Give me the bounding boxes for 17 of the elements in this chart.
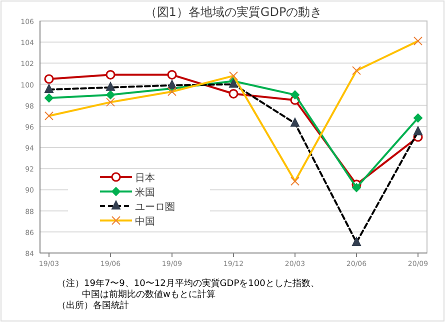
point bbox=[44, 74, 54, 84]
text: 中国は前期比の数値wもとに計算 bbox=[82, 289, 216, 300]
point bbox=[352, 183, 361, 192]
text: （出所）各国統計 bbox=[57, 300, 129, 311]
chart-title: （図1）各地域の実質GDPの動き bbox=[144, 5, 322, 19]
text: （注）19年7〜9、10〜12月平均の実質GDPを100とした指数、 bbox=[57, 278, 320, 289]
point bbox=[167, 70, 177, 80]
point bbox=[290, 90, 300, 100]
point bbox=[44, 93, 54, 102]
legend-label: 米国 bbox=[135, 186, 155, 198]
point bbox=[106, 90, 115, 100]
point bbox=[228, 88, 238, 99]
point bbox=[414, 114, 422, 123]
legend-label: ユーロ圏 bbox=[135, 202, 175, 213]
point bbox=[106, 70, 116, 80]
legend-label: 日本 bbox=[135, 172, 155, 184]
legend-label: 中国 bbox=[135, 216, 155, 228]
